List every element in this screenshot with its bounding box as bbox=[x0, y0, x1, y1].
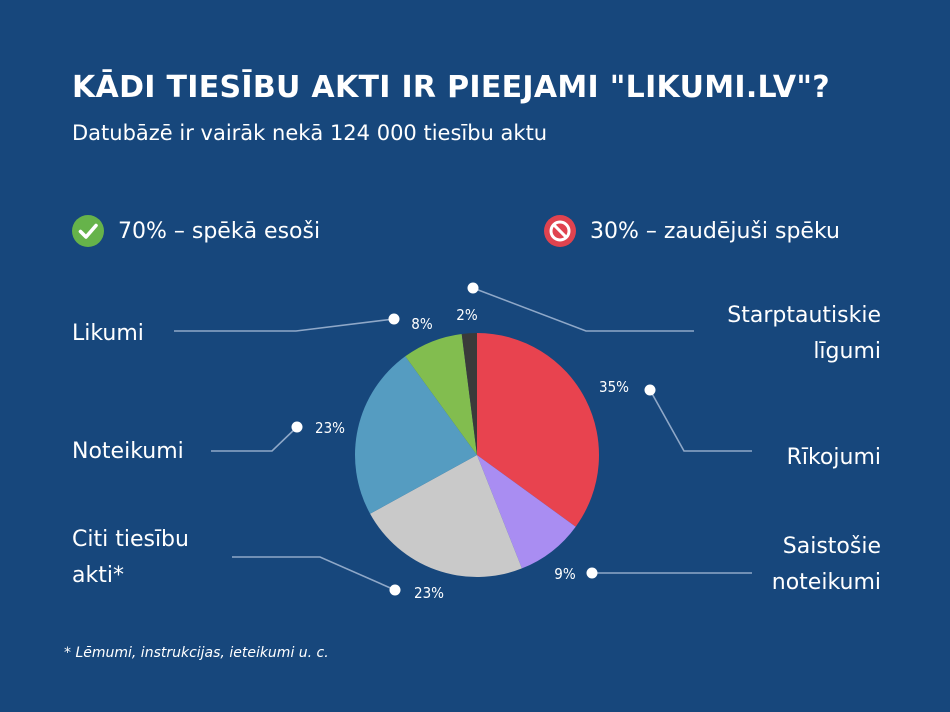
check-circle-icon bbox=[72, 215, 104, 247]
value-label: 9% bbox=[554, 565, 576, 583]
category-label: līgumi bbox=[813, 339, 881, 364]
value-label: 35% bbox=[599, 378, 629, 396]
category-label: akti* bbox=[72, 563, 124, 588]
callout-dot bbox=[467, 282, 479, 294]
callout-line bbox=[211, 426, 298, 452]
pie-slice bbox=[370, 455, 522, 577]
category-label: Noteikumi bbox=[72, 439, 184, 464]
category-label: Starptautiskie bbox=[727, 303, 881, 328]
category-label: Citi tiesību bbox=[72, 527, 189, 552]
pie-slice bbox=[461, 333, 477, 455]
pie-slice bbox=[477, 455, 576, 569]
callout-dot bbox=[586, 567, 598, 579]
value-label: 8% bbox=[411, 315, 433, 333]
pie-slice bbox=[477, 333, 600, 527]
value-label: 23% bbox=[315, 419, 345, 437]
status-active-label: 70% – spēkā esoši bbox=[118, 218, 321, 244]
callout-dot bbox=[389, 584, 401, 596]
category-label: Saistošie bbox=[783, 534, 881, 559]
category-label: Rīkojumi bbox=[787, 445, 881, 470]
callout-dot bbox=[291, 421, 303, 433]
status-active: 70% – spēkā esoši bbox=[72, 215, 320, 247]
no-entry-icon bbox=[544, 215, 576, 247]
status-lost-label: 30% – zaudējuši spēku bbox=[590, 218, 840, 244]
value-label: 23% bbox=[414, 584, 444, 602]
callout-line bbox=[472, 287, 694, 332]
callout-line bbox=[232, 556, 396, 591]
page-subtitle: Datubāzē ir vairāk nekā 124 000 tiesību … bbox=[72, 121, 548, 145]
callout-dot bbox=[644, 384, 656, 396]
footnote: * Lēmumi, instrukcijas, ieteikumi u. c. bbox=[64, 645, 329, 661]
pie-slice bbox=[355, 356, 477, 514]
callout-dot bbox=[388, 313, 400, 325]
pie-slice bbox=[405, 333, 477, 455]
callout-line bbox=[174, 318, 395, 332]
page-title: KĀDI TIESĪBU AKTI IR PIEEJAMI "LIKUMI.LV… bbox=[72, 70, 830, 105]
status-lost: 30% – zaudējuši spēku bbox=[544, 215, 840, 247]
category-label: Likumi bbox=[72, 321, 144, 346]
callout-line bbox=[649, 389, 752, 452]
value-label: 2% bbox=[456, 306, 478, 324]
category-label: noteikumi bbox=[772, 570, 881, 595]
